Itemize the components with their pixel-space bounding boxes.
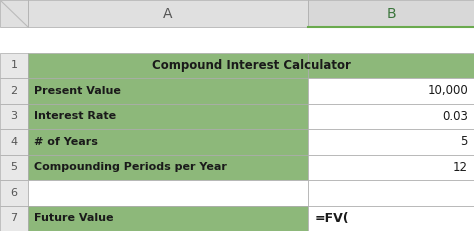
Bar	[28, 78, 308, 103]
Bar	[308, 129, 474, 155]
Text: Future Value: Future Value	[34, 213, 113, 223]
Bar	[308, 103, 474, 129]
Text: B: B	[386, 6, 396, 21]
Bar	[308, 78, 474, 103]
Bar	[308, 52, 474, 78]
Text: 12: 12	[453, 161, 468, 174]
Text: 10,000: 10,000	[427, 84, 468, 97]
Bar	[28, 155, 308, 180]
Bar	[0, 206, 28, 231]
Bar	[0, 78, 28, 103]
Bar	[308, 180, 474, 206]
Bar	[28, 0, 308, 27]
Text: Compounding Periods per Year: Compounding Periods per Year	[34, 162, 227, 172]
Bar	[28, 52, 308, 78]
Text: 2: 2	[10, 86, 18, 96]
Bar	[0, 52, 28, 78]
Text: A: A	[163, 6, 173, 21]
Text: Present Value: Present Value	[34, 86, 121, 96]
Bar	[308, 0, 474, 27]
Text: Interest Rate: Interest Rate	[34, 111, 116, 121]
Text: 5: 5	[461, 135, 468, 148]
Bar	[28, 180, 308, 206]
Bar	[0, 180, 28, 206]
Bar	[308, 155, 474, 180]
Bar	[308, 206, 474, 231]
Bar	[28, 103, 308, 129]
Bar	[28, 129, 308, 155]
Bar	[0, 155, 28, 180]
Bar	[28, 206, 308, 231]
Text: 7: 7	[10, 213, 18, 223]
Text: =FV(: =FV(	[315, 212, 350, 225]
Text: 6: 6	[10, 188, 18, 198]
Text: # of Years: # of Years	[34, 137, 98, 147]
Text: 3: 3	[10, 111, 18, 121]
Bar	[0, 0, 28, 27]
Bar	[0, 103, 28, 129]
Text: 0.03: 0.03	[442, 110, 468, 123]
Bar	[0, 129, 28, 155]
Text: Compound Interest Calculator: Compound Interest Calculator	[152, 59, 350, 72]
Text: 1: 1	[10, 60, 18, 70]
Text: 4: 4	[10, 137, 18, 147]
Text: 5: 5	[10, 162, 18, 172]
